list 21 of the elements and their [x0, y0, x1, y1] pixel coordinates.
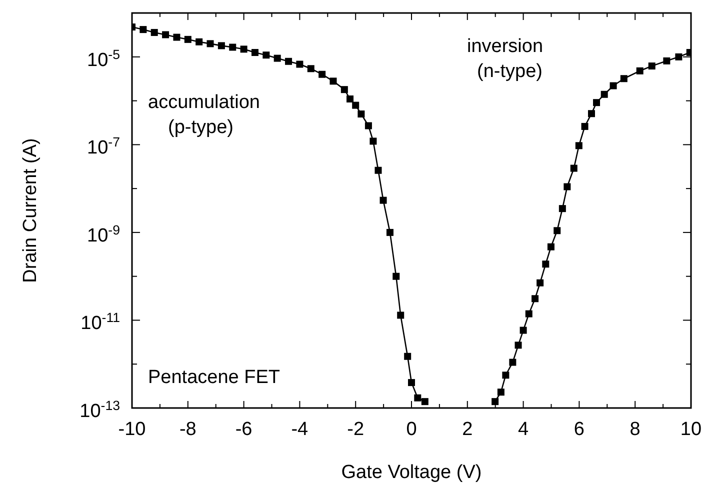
x-tick-label: 0 — [406, 419, 417, 440]
y-tick-label: 10$^{-13}$ — [80, 398, 120, 422]
x-tick-label: 10 — [680, 419, 702, 440]
x-tick-label: -2 — [347, 419, 364, 440]
x-tick-label: 4 — [518, 419, 530, 440]
annotation: inversion (n-type) — [467, 36, 544, 82]
x-tick-label: -4 — [291, 419, 309, 440]
y-axis-title: Drain Current (A) — [20, 138, 41, 283]
y-tick-label: 10$^{-7}$ — [87, 134, 120, 159]
annotation: accumulation (p-type) — [148, 92, 260, 138]
x-axis-title: Gate Voltage (V) — [341, 462, 482, 483]
x-tick-label: -6 — [235, 419, 252, 440]
x-tick-label: 2 — [462, 419, 473, 440]
y-tick-label: 10$^{-9}$ — [87, 222, 120, 246]
x-tick-label: -10 — [118, 419, 146, 440]
x-tick-label: -8 — [179, 419, 196, 440]
x-tick-label: 8 — [630, 419, 640, 440]
annotation: Pentacene FET — [148, 367, 280, 388]
x-tick-label: 6 — [574, 419, 584, 440]
y-tick-label: 10$^{-11}$ — [80, 310, 120, 334]
y-tick-label: 10$^{-5}$ — [87, 46, 120, 71]
